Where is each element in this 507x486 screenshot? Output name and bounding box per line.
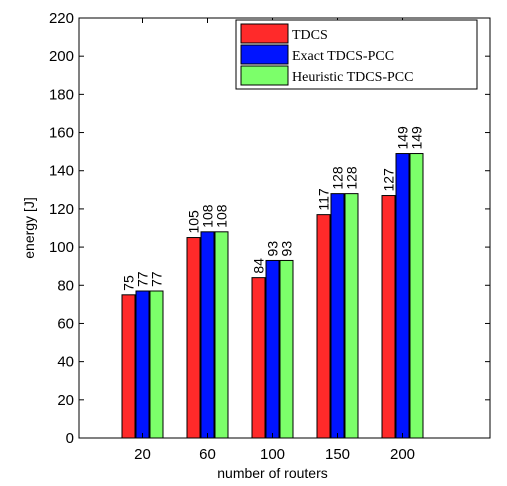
data-label-exact-tdcs-pcc-100: 93 — [265, 241, 281, 257]
bar-exact-tdcs-pcc-20 — [135, 290, 150, 439]
legend-swatch-tdcs — [240, 23, 289, 44]
bar-exact-tdcs-pcc-100 — [265, 259, 280, 439]
legend-label-heuristic-tdcs-pcc: Heuristic TDCS-PCC — [292, 70, 413, 85]
y-tick-label-60: 60 — [57, 315, 74, 332]
y-axis: 0 20 40 60 80 100 120 140 160 180 200 220 — [49, 10, 490, 447]
data-label-exact-tdcs-pcc-20: 77 — [135, 271, 151, 287]
y-tick-label-140: 140 — [49, 163, 74, 180]
y-axis-label: energy [J] — [21, 197, 37, 258]
legend-swatch-heuristic-tdcs-pcc — [240, 65, 289, 86]
x-tick-label-150: 150 — [325, 446, 350, 463]
data-label-heuristic-tdcs-pcc-150: 128 — [344, 166, 360, 190]
y-tick-label-160: 160 — [49, 125, 74, 142]
data-label-heuristic-tdcs-pcc-60: 108 — [214, 204, 230, 228]
bar-tdcs-200 — [381, 195, 396, 439]
data-label-tdcs-100: 84 — [251, 258, 267, 274]
bars-layer — [121, 153, 424, 439]
x-tick-label-100: 100 — [260, 446, 285, 463]
data-label-heuristic-tdcs-pcc-200: 149 — [409, 126, 425, 150]
data-label-tdcs-150: 117 — [316, 188, 332, 211]
y-tick-label-200: 200 — [49, 48, 74, 65]
legend: TDCS Exact TDCS-PCC Heuristic TDCS-PCC — [235, 19, 478, 90]
y-tick-label-180: 180 — [49, 86, 74, 103]
data-label-tdcs-20: 75 — [121, 275, 137, 291]
bar-exact-tdcs-pcc-200 — [395, 153, 410, 439]
y-tick-label-80: 80 — [57, 277, 74, 294]
bar-tdcs-150 — [316, 214, 331, 439]
x-tick-label-20: 20 — [134, 446, 151, 463]
bar-heuristic-tdcs-pcc-100 — [279, 259, 294, 439]
plot-frame — [78, 17, 491, 439]
y-tick-label-220: 220 — [49, 10, 74, 27]
bar-exact-tdcs-pcc-60 — [200, 231, 215, 439]
data-label-exact-tdcs-pcc-60: 108 — [200, 204, 216, 228]
data-label-heuristic-tdcs-pcc-100: 93 — [279, 241, 295, 257]
x-axis: 20 60 100 150 200 — [134, 18, 415, 463]
bar-heuristic-tdcs-pcc-60 — [214, 231, 229, 439]
x-tick-label-200: 200 — [390, 446, 415, 463]
x-axis-label: number of routers — [217, 465, 328, 481]
y-tick-label-20: 20 — [57, 392, 74, 409]
data-label-heuristic-tdcs-pcc-20: 77 — [149, 271, 165, 287]
bar-tdcs-100 — [251, 277, 266, 439]
data-label-tdcs-200: 127 — [381, 168, 397, 192]
data-label-exact-tdcs-pcc-150: 128 — [330, 166, 346, 190]
x-tick-label-60: 60 — [199, 446, 216, 463]
legend-label-exact-tdcs-pcc: Exact TDCS-PCC — [292, 49, 394, 64]
y-tick-label-120: 120 — [49, 201, 74, 218]
bar-heuristic-tdcs-pcc-20 — [149, 290, 164, 439]
y-tick-label-100: 100 — [49, 239, 74, 256]
y-tick-label-0: 0 — [66, 430, 74, 447]
bar-exact-tdcs-pcc-150 — [330, 193, 345, 439]
bar-heuristic-tdcs-pcc-200 — [409, 153, 424, 439]
y-tick-label-40: 40 — [57, 354, 74, 371]
legend-swatch-exact-tdcs-pcc — [240, 44, 289, 65]
bar-heuristic-tdcs-pcc-150 — [344, 193, 359, 439]
data-label-exact-tdcs-pcc-200: 149 — [395, 126, 411, 150]
bar-tdcs-60 — [186, 237, 201, 439]
data-label-tdcs-60: 105 — [186, 210, 202, 234]
bar-tdcs-20 — [121, 294, 136, 439]
legend-label-tdcs: TDCS — [292, 28, 328, 43]
